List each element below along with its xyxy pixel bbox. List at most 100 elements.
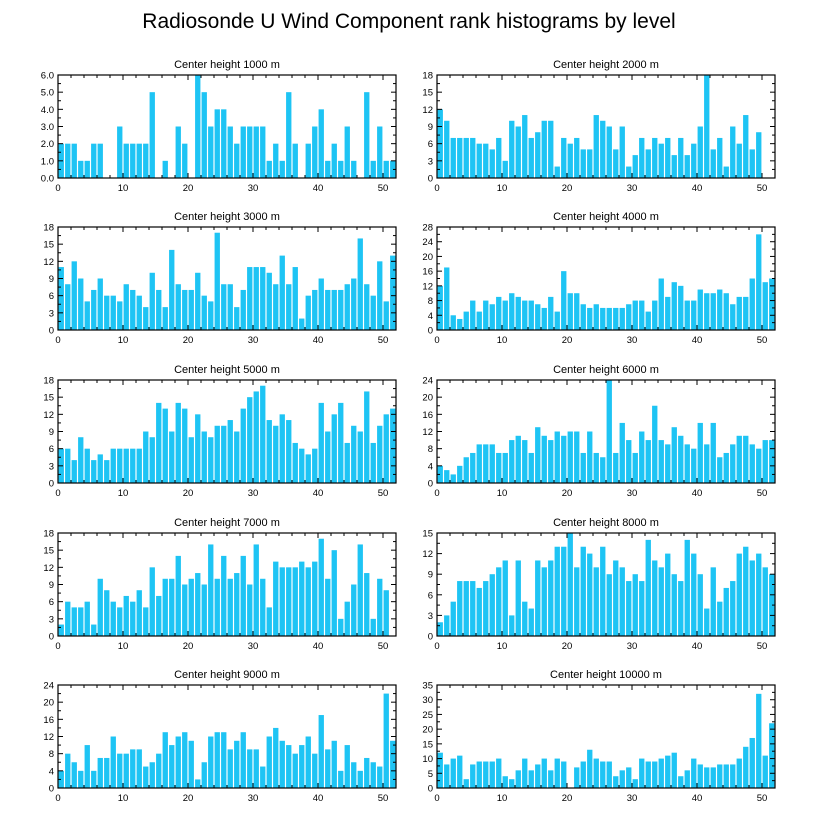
- bar: [182, 584, 188, 636]
- y-tick-label: 20: [422, 393, 433, 404]
- bar: [143, 307, 149, 330]
- bar: [364, 757, 370, 788]
- bar: [710, 767, 716, 788]
- bar: [613, 307, 619, 330]
- x-tick-label: 20: [562, 641, 573, 652]
- bar: [331, 143, 337, 178]
- bar: [71, 460, 77, 483]
- bar: [632, 779, 638, 788]
- bar: [619, 422, 625, 483]
- y-tick-label: 3: [428, 611, 433, 622]
- bar: [515, 560, 521, 636]
- bar: [613, 149, 619, 178]
- bar: [110, 448, 116, 483]
- bar: [678, 581, 684, 636]
- x-tick-label: 50: [378, 183, 389, 194]
- y-tick-label: 6: [49, 444, 54, 455]
- bar: [483, 761, 489, 788]
- y-tick-label: 24: [422, 237, 433, 248]
- bar: [143, 431, 149, 483]
- y-tick-label: 15: [422, 88, 433, 99]
- bar: [247, 584, 253, 636]
- x-tick-label: 20: [562, 488, 573, 499]
- bar: [117, 753, 123, 788]
- bar: [470, 137, 476, 178]
- bar: [364, 92, 370, 178]
- bar: [684, 444, 690, 483]
- bar: [338, 160, 344, 178]
- x-tick-label: 10: [497, 488, 508, 499]
- bar: [593, 452, 599, 483]
- bar: [344, 126, 350, 178]
- bar: [312, 561, 318, 636]
- bar: [626, 304, 632, 330]
- bar: [305, 736, 311, 788]
- bar: [587, 749, 593, 788]
- y-tick-label: 15: [43, 393, 54, 404]
- bar: [91, 143, 97, 178]
- bar: [370, 295, 376, 330]
- bar: [130, 749, 136, 788]
- bar: [574, 567, 580, 636]
- y-tick-label: 12: [422, 281, 433, 292]
- y-tick-label: 12: [422, 427, 433, 438]
- bar: [338, 402, 344, 483]
- bar: [554, 431, 560, 483]
- bar: [234, 431, 240, 483]
- bar: [182, 143, 188, 178]
- bar: [710, 567, 716, 636]
- bar: [188, 740, 194, 788]
- bar: [104, 460, 110, 483]
- bar: [743, 435, 749, 483]
- panel-title: Center height 10000 m: [550, 669, 662, 681]
- bar: [318, 538, 324, 636]
- bar: [658, 567, 664, 636]
- bar: [240, 555, 246, 636]
- x-tick-label: 50: [378, 488, 389, 499]
- bar: [671, 155, 677, 178]
- bar: [305, 567, 311, 636]
- bar: [619, 770, 625, 788]
- bar: [463, 779, 469, 788]
- bar: [71, 261, 77, 330]
- bar: [234, 307, 240, 330]
- x-tick-label: 30: [248, 488, 259, 499]
- bar: [201, 762, 207, 788]
- bar: [463, 311, 469, 330]
- panel-title: Center height 2000 m: [553, 59, 659, 71]
- y-tick-label: 3: [49, 308, 54, 319]
- bar: [554, 166, 560, 178]
- bar: [535, 132, 541, 178]
- y-tick-label: 1.0: [41, 156, 54, 167]
- bar: [351, 584, 357, 636]
- bar: [299, 745, 305, 788]
- bar: [463, 457, 469, 483]
- y-tick-label: 9: [49, 580, 54, 591]
- bar: [227, 126, 233, 178]
- bar: [457, 465, 463, 483]
- bar: [175, 555, 181, 636]
- bar: [502, 300, 508, 330]
- bar: [561, 546, 567, 636]
- bar: [318, 715, 324, 788]
- bar: [91, 289, 97, 330]
- y-tick-label: 5: [428, 769, 433, 780]
- bar: [652, 405, 658, 483]
- x-tick-label: 10: [497, 183, 508, 194]
- y-tick-label: 15: [43, 240, 54, 251]
- bar: [736, 758, 742, 788]
- bar: [574, 767, 580, 788]
- panel-5: Center height 5000 m 0 10 20 30 40 50 0 3 6 9 12 15 1…: [43, 364, 397, 499]
- bar: [509, 615, 515, 636]
- bar: [149, 92, 155, 178]
- bar: [273, 727, 279, 788]
- bar: [188, 289, 194, 330]
- bar: [671, 574, 677, 636]
- y-tick-label: 15: [43, 546, 54, 557]
- bar: [266, 420, 272, 483]
- bar: [483, 143, 489, 178]
- bar: [214, 425, 220, 483]
- bar: [273, 561, 279, 636]
- bar: [736, 143, 742, 178]
